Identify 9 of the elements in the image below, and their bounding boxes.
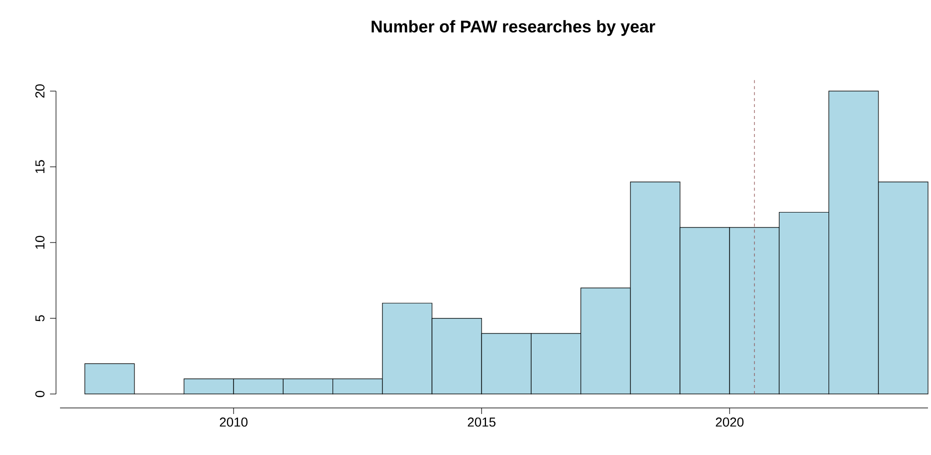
x-tick-label: 2015 — [468, 418, 496, 427]
y-tick-label: 15 — [35, 160, 44, 174]
y-tick-label: 0 — [35, 390, 44, 398]
x-tick-label: 2010 — [220, 418, 248, 427]
y-tick-label: 10 — [35, 236, 44, 249]
y-tick-label: 5 — [35, 315, 44, 322]
x-tick-label: 2020 — [716, 418, 744, 427]
chart-title: Number of PAW researches by year — [372, 20, 656, 36]
y-tick-label: 20 — [35, 84, 44, 98]
